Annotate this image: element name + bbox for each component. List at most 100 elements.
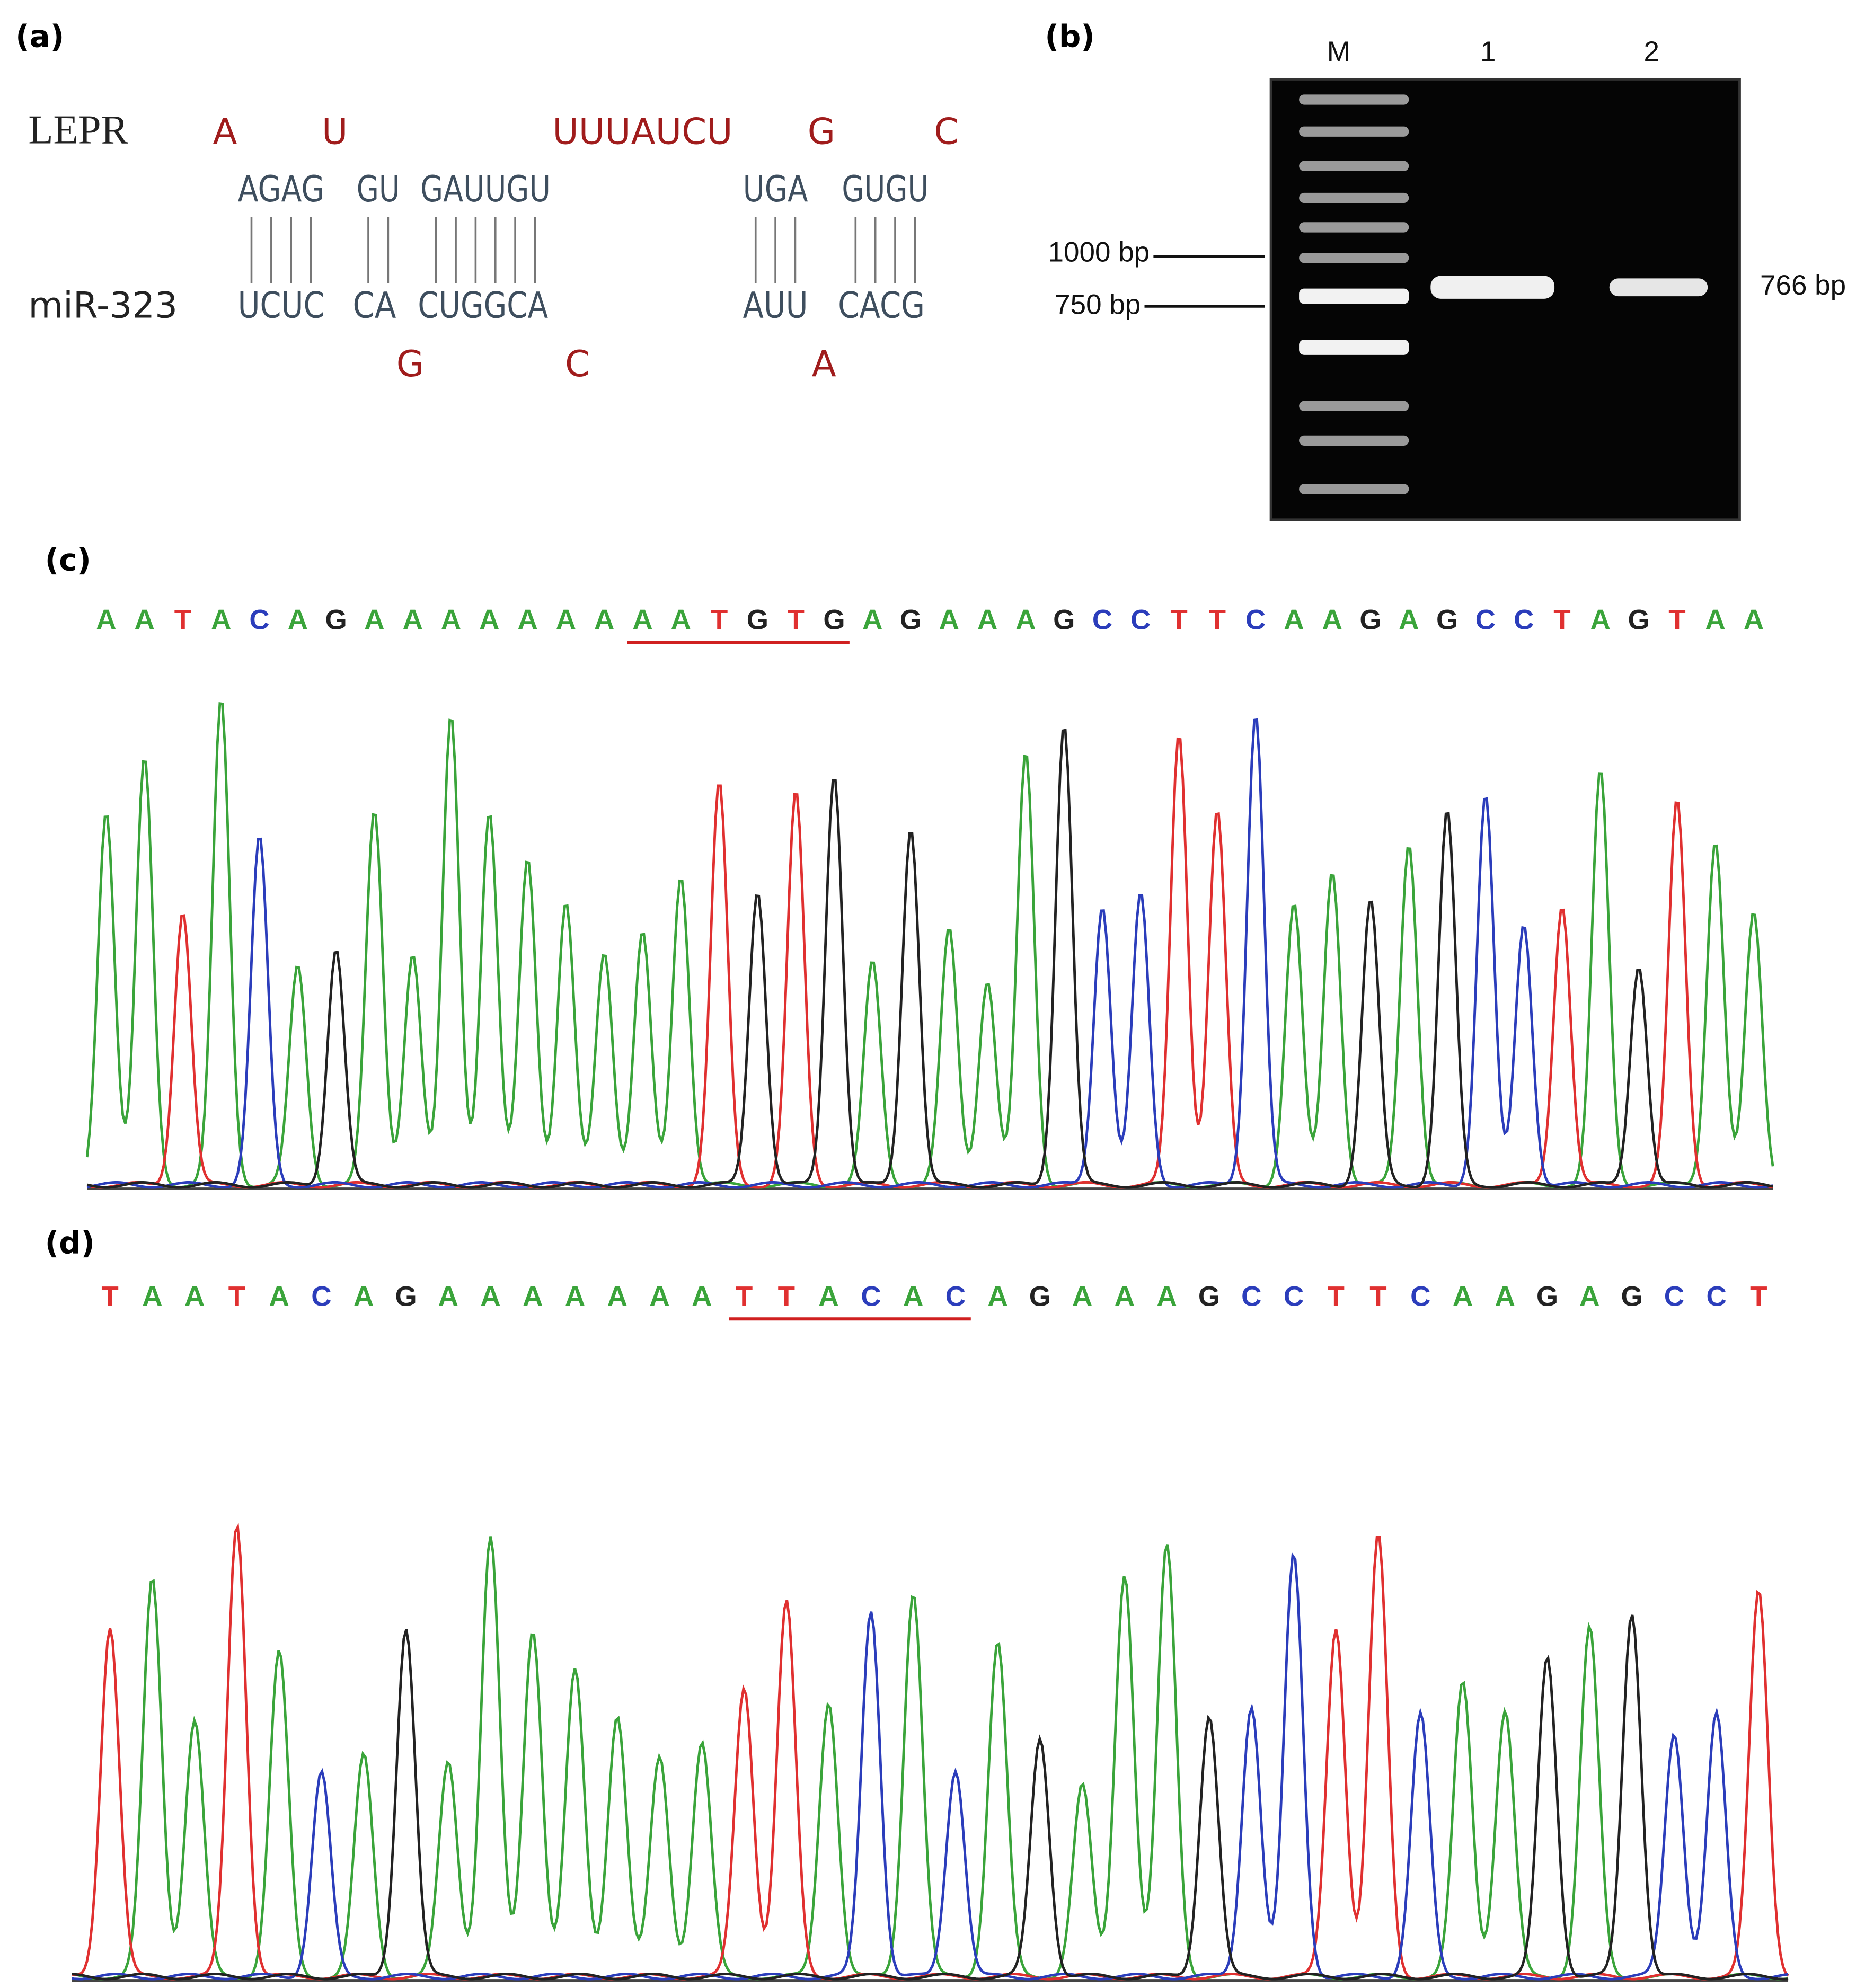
base-call: A [939,605,959,636]
base-call: A [1744,605,1764,636]
panel-label: (a) [15,18,64,54]
base-call: G [900,605,922,636]
base-call: A [441,605,461,636]
base-call: A [269,1281,289,1312]
base-call: C [1475,605,1496,636]
base-call: G [1628,605,1649,636]
base-call: A [479,605,499,636]
band [1430,276,1555,299]
base-call: T [1369,1281,1386,1312]
target-name: LEPR [28,107,128,153]
trace [86,718,1773,1189]
panel-label: (b) [1045,18,1095,54]
panel-label: (d) [45,1225,95,1261]
lane-label: 1 [1480,36,1496,67]
ladder-band [1299,126,1409,137]
base-call: G [1053,605,1075,636]
base-call: A [565,1281,585,1312]
base-call: A [1705,605,1726,636]
paired-bases: GAUUGU [420,168,551,210]
base-call: G [1436,605,1458,636]
base-call: A [1157,1281,1177,1312]
base-call: G [823,605,845,636]
base-call: A [1399,605,1419,636]
ladder-band [1299,192,1409,203]
base-call: A [649,1281,669,1312]
base-call: A [607,1281,627,1312]
panel-label: (c) [45,542,91,578]
ladder-band [1299,94,1409,105]
base-call: T [101,1281,118,1312]
base-call: A [438,1281,458,1312]
product-label: 766 bp [1760,270,1846,301]
paired-bases: AGAG [238,168,325,210]
base-call: A [1284,605,1304,636]
base-call: T [787,605,804,636]
base-call: A [862,605,882,636]
trace [72,1552,1789,1981]
base-call: G [1536,1281,1558,1312]
base-call: A [517,605,537,636]
base-call: G [747,605,768,636]
mirna-name: miR-323 [28,284,178,326]
base-call: C [1130,605,1151,636]
ladder-band [1299,484,1409,494]
base-call: A [1322,605,1342,636]
paired-bases: UGA [743,168,808,210]
unpaired-base: C [934,111,959,153]
base-call: A [594,605,614,636]
base-call: A [523,1281,543,1312]
unpaired-base: U [322,111,348,153]
base-call: A [692,1281,712,1312]
base-call: A [903,1281,923,1312]
ladder-band [1299,339,1409,355]
base-call: C [945,1281,966,1312]
base-call: A [987,1281,1007,1312]
base-call: G [1198,1281,1220,1312]
trace [86,729,1773,1189]
base-call: A [1453,1281,1473,1312]
ladder-band [1299,401,1409,411]
base-call: G [1621,1281,1642,1312]
base-call: A [142,1281,162,1312]
base-call: T [1750,1281,1767,1312]
base-call: G [1029,1281,1051,1312]
base-call: C [249,605,269,636]
base-call: A [977,605,997,636]
ladder-band [1299,253,1409,263]
ladder-band [1299,161,1409,171]
unpaired-base: UUUAUCU [552,111,732,153]
paired-bases: AUU [743,284,808,326]
base-call: T [1209,605,1226,636]
ladder-band [1299,435,1409,446]
ladder-band [1299,222,1409,233]
base-call: C [1241,1281,1261,1312]
base-call: A [135,605,155,636]
lane-label: 2 [1643,36,1659,67]
base-call: T [1170,605,1187,636]
paired-bases: GUGU [842,168,929,210]
base-call: C [1664,1281,1684,1312]
trace [72,1614,1789,1981]
base-call: T [736,1281,753,1312]
base-call: C [1284,1281,1304,1312]
base-call: C [1092,605,1112,636]
base-call: G [325,605,347,636]
base-call: T [174,605,191,636]
base-call: A [1495,1281,1515,1312]
base-call: A [818,1281,838,1312]
base-call: A [353,1281,374,1312]
paired-bases: GU [357,168,400,210]
base-call: A [632,605,652,636]
base-call: T [1553,605,1570,636]
base-call: C [1706,1281,1726,1312]
base-call: A [184,1281,205,1312]
paired-bases: CACG [838,284,925,326]
base-call: A [480,1281,500,1312]
unpaired-base: G [396,343,424,385]
marker-label: 750 bp [1055,289,1141,320]
base-call: C [1514,605,1534,636]
base-call: T [228,1281,245,1312]
base-call: T [778,1281,795,1312]
